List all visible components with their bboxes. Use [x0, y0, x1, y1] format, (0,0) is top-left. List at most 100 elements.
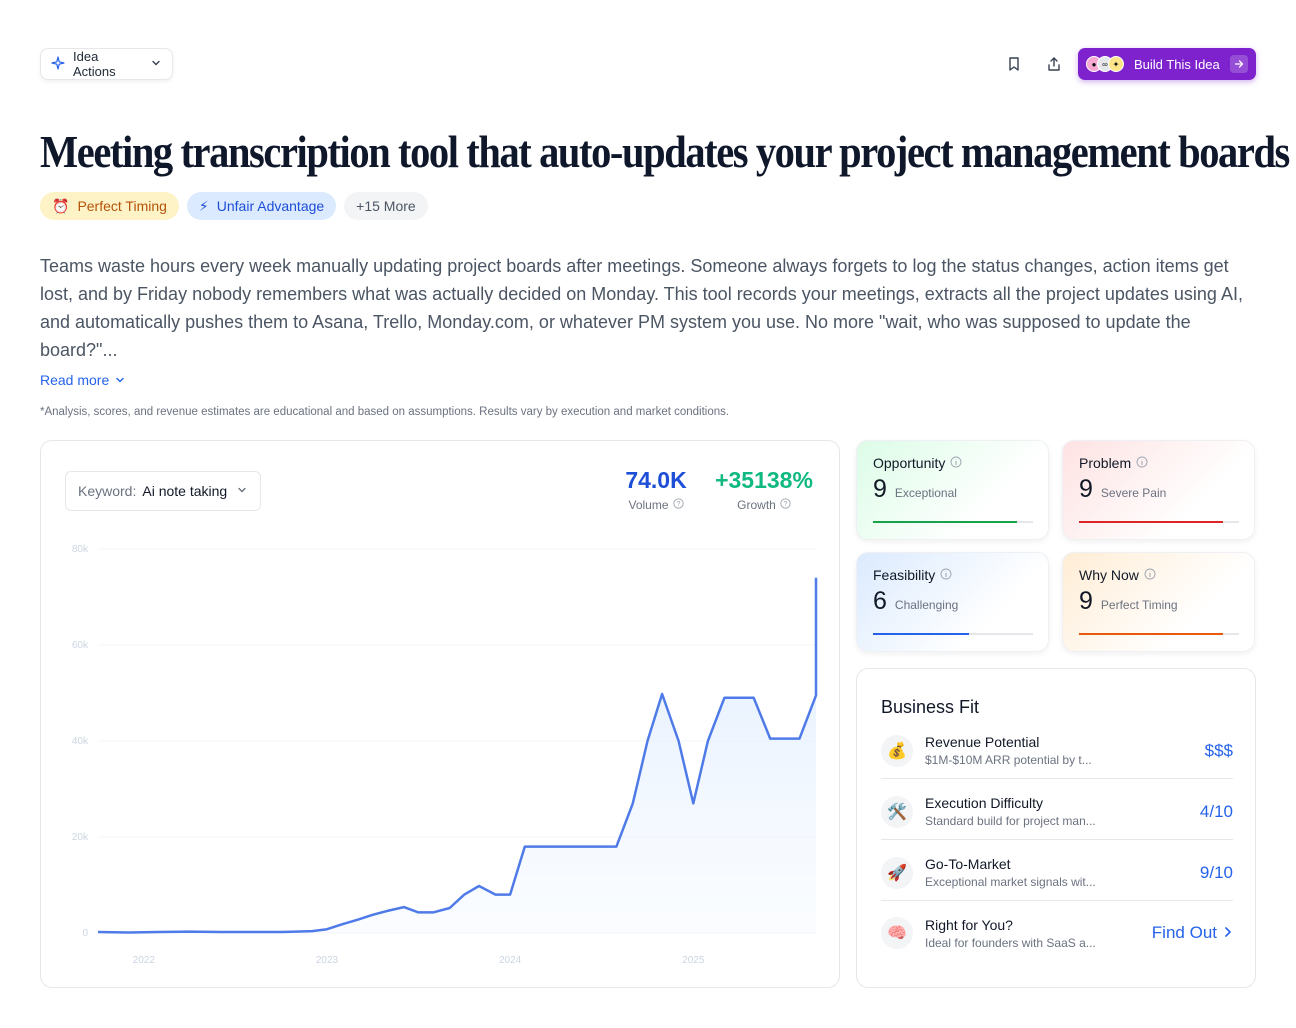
score-value: 6 [873, 587, 887, 615]
idea-actions-label: Idea Actions [73, 49, 116, 79]
info-icon[interactable] [1136, 455, 1148, 471]
score-descriptor: Severe Pain [1100, 486, 1167, 500]
fit-text: Execution Difficulty Standard build for … [925, 795, 1200, 828]
score-value: 9 [873, 475, 887, 503]
score-label: Opportunity [873, 455, 946, 471]
fit-name: Right for You? [925, 916, 1013, 933]
disclaimer-text: *Analysis, scores, and revenue estimates… [40, 406, 730, 418]
x-tick-label: 2025 [682, 955, 705, 966]
y-tick-label: 60k [72, 640, 89, 651]
find-out-label: Find Out [1151, 923, 1217, 942]
volume-value: 74.0K [625, 467, 687, 493]
tag-more-button[interactable]: +15 More [344, 192, 428, 220]
fit-value: 4/10 [1199, 801, 1233, 821]
score-descriptor: Challenging [894, 598, 959, 612]
score-title-row: Feasibility [873, 567, 1032, 583]
fit-row-execution-difficulty[interactable]: 🛠️ Execution Difficulty Standard build f… [881, 784, 1233, 840]
page-title: Meeting transcription tool that auto-upd… [40, 126, 1290, 177]
build-this-idea-button[interactable]: ● ∞ ✦ Build This Idea [1078, 48, 1256, 80]
business-fit-title: Business Fit [881, 697, 980, 717]
x-tick-label: 2022 [133, 955, 156, 966]
share-icon[interactable] [1042, 52, 1066, 76]
score-value-row: 6 Challenging [873, 587, 1032, 616]
y-tick-label: 40k [72, 736, 89, 747]
build-this-idea-label: Build This Idea [1134, 56, 1220, 72]
score-title-row: Problem [1079, 455, 1238, 471]
idea-actions-button[interactable]: Idea Actions [40, 48, 173, 80]
score-bar [873, 521, 1033, 523]
read-more-link[interactable]: Read more [40, 372, 125, 388]
x-tick-label: 2024 [499, 955, 522, 966]
score-value-row: 9 Exceptional [873, 475, 1032, 504]
help-icon[interactable]: ? [780, 498, 791, 512]
avatar: ✦ [1108, 56, 1124, 72]
fit-row-right-for-you[interactable]: 🧠 Right for You? Ideal for founders with… [881, 905, 1233, 961]
why-now-score-card[interactable]: Why Now 9 Perfect Timing [1062, 552, 1255, 652]
fit-text: Revenue Potential $1M-$10M ARR potential… [925, 734, 1205, 767]
read-more-label: Read more [40, 372, 110, 388]
keyword-select[interactable]: Keyword: Ai note taking [65, 471, 261, 511]
search-volume-chart: 0 20k 40k 60k 80k 2022 2023 2024 2025 [72, 544, 818, 966]
series-area [98, 577, 816, 933]
find-out-link[interactable]: Find Out [1152, 923, 1233, 943]
chevron-down-icon [236, 483, 248, 499]
fit-desc: Standard build for project man... [925, 814, 1096, 828]
alarm-clock-icon: ⏰ [52, 197, 70, 214]
growth-value: +35138% [715, 467, 813, 493]
money-bag-icon: 💰 [881, 734, 913, 767]
tag-unfair-advantage[interactable]: ⚡ Unfair Advantage [186, 192, 337, 220]
growth-label: Growth [737, 498, 776, 512]
fit-value: 9/10 [1199, 862, 1233, 882]
score-value: 9 [1079, 475, 1093, 503]
score-value-row: 9 Severe Pain [1079, 475, 1238, 504]
fit-name: Execution Difficulty [925, 795, 1044, 811]
info-icon[interactable] [940, 567, 952, 583]
volume-metric: 74.0K Volume ? [615, 467, 697, 512]
fit-text: Right for You? Ideal for founders with S… [925, 917, 1152, 950]
business-fit-card: Business Fit 💰 Revenue Potential $1M-$10… [856, 668, 1256, 988]
score-title-row: Opportunity [873, 455, 1032, 471]
tag-label: Unfair Advantage [216, 198, 325, 214]
score-bar-fill [1079, 633, 1223, 635]
tag-label: Perfect Timing [77, 198, 167, 214]
chevron-right-icon [1223, 923, 1233, 943]
score-title-row: Why Now [1079, 567, 1238, 583]
y-tick-label: 0 [82, 928, 88, 939]
score-label: Problem [1079, 455, 1132, 471]
opportunity-score-card[interactable]: Opportunity 9 Exceptional [856, 440, 1049, 540]
chevron-down-icon [115, 372, 125, 388]
lightning-icon: ⚡ [198, 197, 209, 214]
problem-score-card[interactable]: Problem 9 Severe Pain [1062, 440, 1255, 540]
y-tick-label: 20k [72, 832, 89, 843]
info-icon[interactable] [1144, 567, 1156, 583]
fit-value: $$$ [1204, 740, 1233, 760]
fit-desc: $1M-$10M ARR potential by t... [925, 753, 1092, 767]
help-icon[interactable]: ? [672, 498, 684, 512]
fit-row-revenue-potential[interactable]: 💰 Revenue Potential $1M-$10M ARR potenti… [881, 723, 1233, 779]
y-tick-label: 80k [72, 544, 89, 555]
tag-label: +15 More [356, 198, 416, 214]
arrow-right-icon [1230, 55, 1248, 73]
growth-metric: +35138% Growth ? [709, 467, 819, 512]
score-value: 9 [1079, 587, 1093, 615]
keyword-value: Ai note taking [142, 483, 228, 499]
idea-description: Teams waste hours every week manually up… [40, 256, 1243, 360]
score-label: Why Now [1079, 567, 1139, 583]
score-bar-fill [873, 633, 969, 635]
brain-icon: 🧠 [881, 917, 913, 949]
score-descriptor: Exceptional [894, 486, 957, 500]
info-icon[interactable] [950, 455, 962, 471]
builder-avatars: ● ∞ ✦ [1086, 56, 1124, 72]
tag-perfect-timing[interactable]: ⏰ Perfect Timing [40, 192, 179, 220]
bookmark-icon[interactable] [1002, 52, 1026, 76]
feasibility-score-card[interactable]: Feasibility 6 Challenging [856, 552, 1049, 652]
fit-desc: Exceptional market signals wit... [925, 875, 1096, 889]
fit-name: Go-To-Market [925, 856, 1011, 872]
score-bar [1079, 633, 1239, 635]
growth-label-row: Growth ? [709, 498, 819, 512]
tag-list: ⏰ Perfect Timing ⚡ Unfair Advantage +15 … [40, 192, 428, 220]
fit-row-go-to-market[interactable]: 🚀 Go-To-Market Exceptional market signal… [881, 845, 1233, 901]
score-bar [1079, 521, 1239, 523]
trend-chart-card: Keyword: Ai note taking 74.0K Volume ? +… [40, 440, 840, 988]
keyword-label: Keyword: [78, 483, 137, 499]
